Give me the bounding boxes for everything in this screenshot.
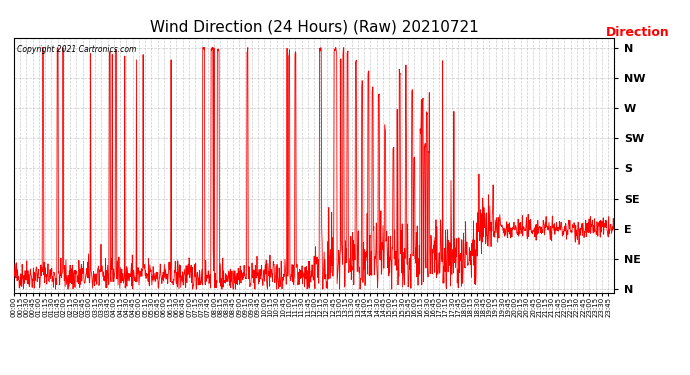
Text: Copyright 2021 Cartronics.com: Copyright 2021 Cartronics.com: [17, 45, 136, 54]
Title: Wind Direction (24 Hours) (Raw) 20210721: Wind Direction (24 Hours) (Raw) 20210721: [150, 20, 478, 35]
Text: Direction: Direction: [606, 26, 669, 39]
